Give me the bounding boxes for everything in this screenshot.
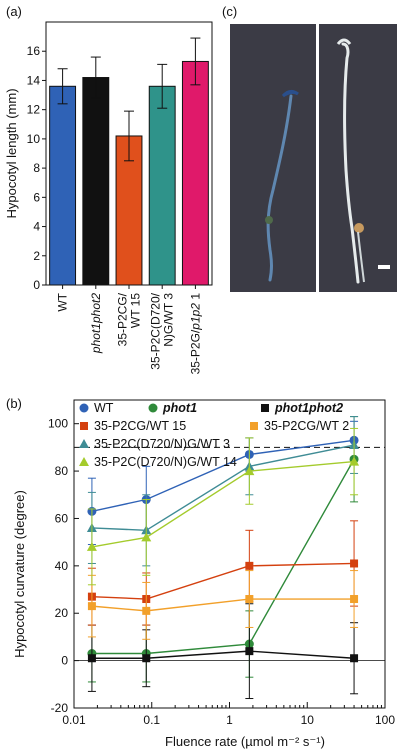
bar-chart-y-axis-label: Hypocotyl length (mm): [4, 88, 19, 218]
data-point: [141, 532, 152, 542]
y-tick-label: 16: [27, 44, 41, 58]
panel-label-b: (b): [6, 396, 22, 411]
bar: [148, 85, 176, 286]
data-point: [349, 456, 360, 466]
x-tick-label: 100: [375, 713, 395, 727]
line-chart-legend: WT phot1 phot1phot2 35-P2CG/WT 15 35-P2CG/WT…: [79, 401, 349, 469]
legend-marker: [261, 404, 269, 412]
data-point: [142, 654, 151, 663]
y-tick-label: 10: [27, 132, 41, 146]
y-tick-label: 8: [33, 161, 40, 175]
legend-label: 35-P2CG/WT 15: [94, 419, 186, 433]
legend-marker: [79, 457, 89, 466]
y-tick-label: 6: [33, 190, 40, 204]
x-category-label: 35-P2G/p1p2 1: [188, 293, 202, 375]
series-line: [91, 598, 355, 612]
bar: [49, 85, 77, 286]
y-tick-label: 100: [48, 417, 68, 431]
y-tick-label: 60: [55, 511, 69, 525]
panel-label-c: (c): [222, 4, 237, 19]
panel-label-a: (a): [6, 4, 22, 19]
scale-bar: [378, 265, 390, 269]
photo-left: [230, 24, 316, 292]
x-tick-label: 0.1: [143, 713, 160, 727]
data-point: [245, 561, 254, 570]
legend-marker: [148, 403, 158, 413]
apical-hook: [336, 38, 352, 45]
data-point: [142, 606, 151, 615]
y-tick-label: 20: [55, 606, 69, 620]
data-point: [350, 654, 359, 663]
legend-label: WT: [94, 401, 114, 415]
stained-hypocotyl: [266, 94, 293, 282]
data-point: [245, 647, 254, 656]
line-chart-hypocotyl-curvature: -20 0 20 40 60 80 100 0.01 0.1 1 10 100: [48, 399, 395, 727]
y-tick-label: 80: [55, 464, 69, 478]
legend-label: phot1phot2: [274, 401, 343, 415]
x-category-label: WT: [56, 292, 70, 311]
x-category-label: phot1phot2: [89, 293, 103, 354]
line-chart-x-axis-label: Fluence rate (µmol m⁻² s⁻¹): [165, 734, 325, 749]
data-point: [86, 541, 97, 551]
seedling-photographs: [230, 24, 397, 292]
legend-marker: [80, 422, 88, 430]
x-tick-label: 10: [301, 713, 315, 727]
y-tick-label: 0: [61, 654, 68, 668]
data-point: [244, 466, 255, 476]
bar: [82, 77, 110, 286]
line-chart-y-axis-label: Hypocotyl curvature (degree): [12, 490, 27, 658]
legend-marker: [79, 403, 89, 413]
y-tick-label: 14: [27, 73, 41, 87]
series-line: [91, 460, 355, 548]
legend-label: phot1: [162, 401, 197, 415]
x-tick-label: 0.01: [62, 713, 86, 727]
data-point: [350, 559, 359, 568]
series-line: [91, 439, 355, 513]
white-hypocotyl: [341, 42, 360, 284]
stained-cotyledons: [281, 89, 299, 98]
y-tick-label: 0: [33, 278, 40, 292]
series-line: [91, 458, 355, 655]
legend-marker: [250, 422, 258, 430]
legend-label: 35-P2CG/WT 2: [264, 419, 349, 433]
series-line: [91, 562, 355, 600]
y-tick-label: 12: [27, 103, 41, 117]
x-tick-label: 1: [226, 713, 233, 727]
legend-marker: [79, 439, 89, 448]
y-tick-label: -20: [51, 701, 69, 715]
data-point: [350, 595, 359, 604]
data-point: [87, 602, 96, 611]
x-category-label: 35-P2CG/WT 15: [116, 292, 143, 346]
series-line: [91, 444, 355, 532]
bar: [181, 60, 209, 286]
y-tick-label: 2: [33, 249, 40, 263]
data-point: [87, 654, 96, 663]
seed-right: [354, 223, 364, 233]
root-right: [357, 231, 365, 283]
legend-label: 35-P2C(D720/N)G/WT 3: [94, 437, 230, 451]
seed-left: [265, 216, 273, 224]
legend-label: 35-P2C(D720/N)G/WT 14: [94, 455, 237, 469]
y-tick-label: 4: [33, 220, 40, 234]
series-line: [91, 650, 355, 659]
data-point: [245, 595, 254, 604]
photo-right: [319, 24, 397, 292]
y-tick-label: 40: [55, 559, 69, 573]
x-category-label: 35-P2C(D720/N)G/WT 3: [149, 292, 176, 369]
